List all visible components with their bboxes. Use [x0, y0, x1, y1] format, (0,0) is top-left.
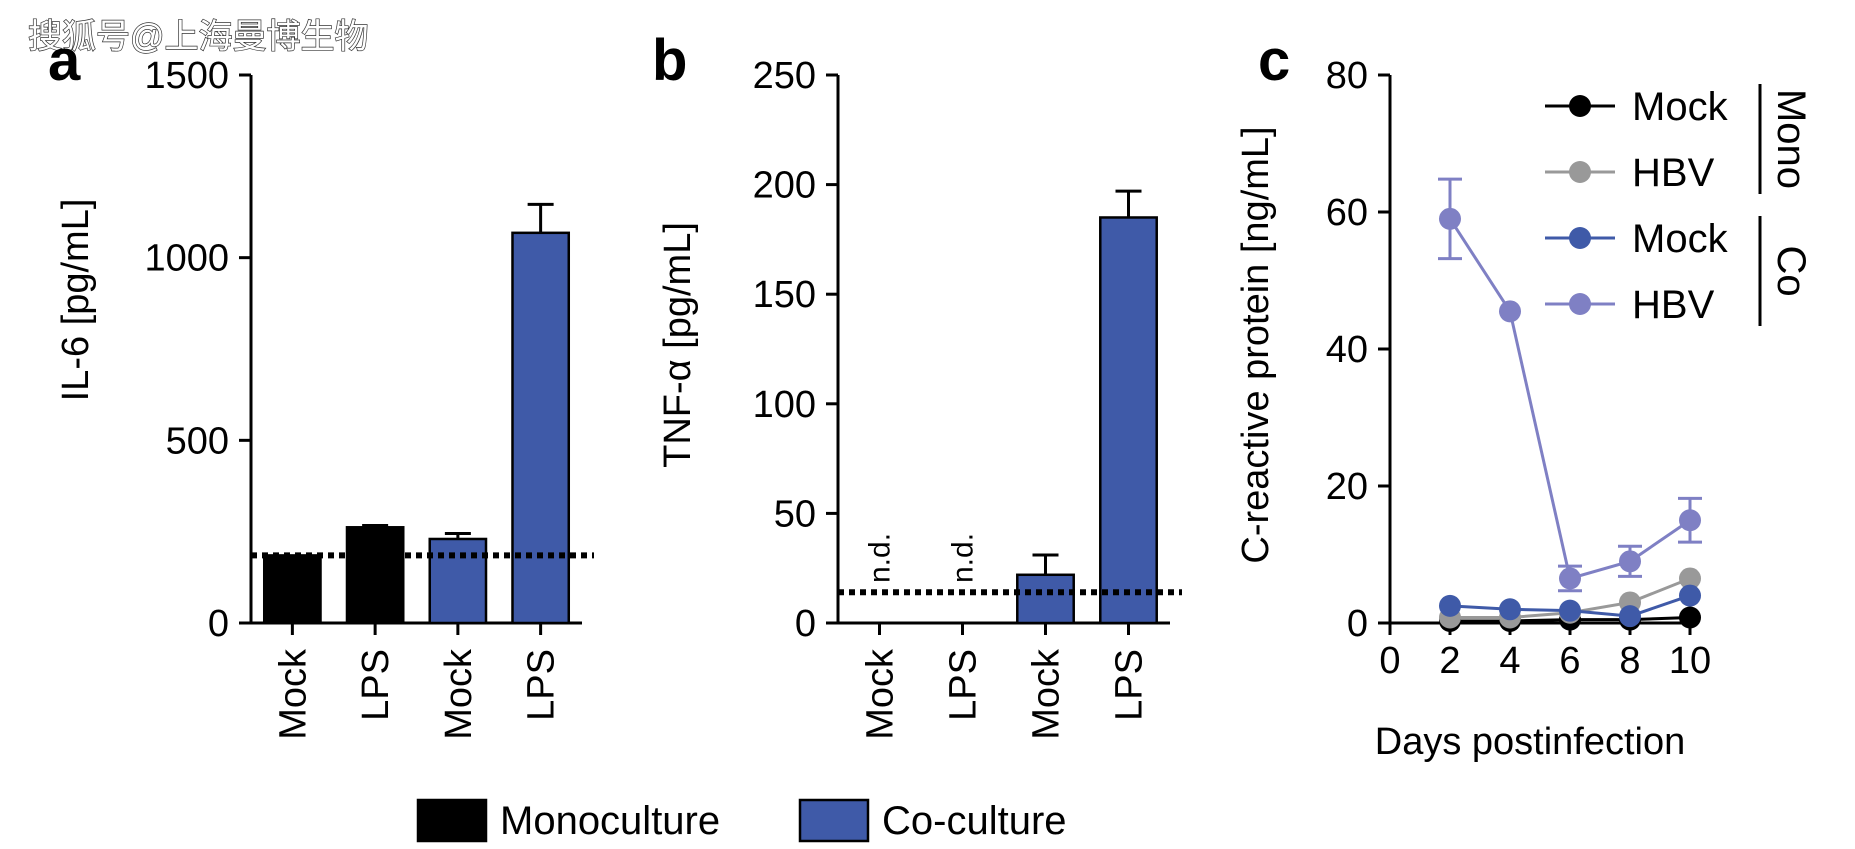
x-category-label: LPS — [521, 649, 563, 721]
bar-co-mock — [428, 537, 488, 625]
x-tick-label: 8 — [1619, 640, 1640, 682]
legend-item-co-hbv: HBV — [1545, 283, 1715, 327]
legend-marker — [1569, 95, 1591, 117]
y-tick-label: 20 — [1326, 466, 1368, 508]
legend-item-co-mock: Mock — [1545, 217, 1729, 261]
y-tick-label: 500 — [166, 420, 229, 462]
y-tick-label: 80 — [1326, 55, 1368, 97]
panel-c-legend: Mock HBV Mock HBV Mono Co — [1545, 84, 1813, 327]
data-point — [1679, 567, 1701, 590]
series-co-hbv — [1438, 177, 1702, 593]
legend-swatch — [416, 798, 488, 843]
panel-c-letter: c — [1258, 28, 1290, 93]
y-tick-label: 0 — [795, 603, 816, 645]
x-tick-label: 10 — [1669, 640, 1711, 682]
x-category-label: Mock — [1026, 648, 1068, 740]
legend-group-label: Mono — [1769, 89, 1813, 189]
data-point — [1559, 599, 1581, 622]
data-point — [1679, 509, 1701, 532]
panel-b-tnf-chart: b TNF-α [pg/mL] 0 50 100 150 200 250 Mock LPS Mo… — [652, 28, 1182, 740]
panel-a-bars — [251, 202, 594, 625]
y-tick-label: 50 — [774, 493, 816, 535]
watermark: 搜狐号@上海曼博生物 — [28, 18, 369, 56]
legend-label: HBV — [1632, 283, 1715, 327]
legend-item-mono-mock: Mock — [1545, 85, 1729, 129]
x-category-label: Mock — [272, 648, 314, 740]
bar-co-lps — [1099, 216, 1158, 625]
y-tick-label: 40 — [1326, 329, 1368, 371]
not-detected-label: n.d. — [947, 533, 980, 583]
y-tick-label: 1500 — [144, 55, 229, 97]
bar-co-lps — [511, 231, 571, 625]
legend-label: Mock — [1632, 217, 1729, 261]
x-tick-label: 0 — [1379, 640, 1400, 682]
x-tick-label: 4 — [1499, 640, 1520, 682]
y-tick-label: 150 — [753, 274, 816, 316]
x-tick-label: 2 — [1439, 640, 1460, 682]
legend-swatch — [798, 798, 870, 843]
x-category-label: LPS — [1109, 649, 1151, 721]
legend-group-label: Co — [1769, 245, 1813, 296]
x-category-label: Mock — [860, 648, 902, 740]
panel-a-y-axis-title: IL-6 [pg/mL] — [55, 199, 97, 402]
panel-c-lines — [1438, 177, 1702, 632]
data-point — [1439, 594, 1461, 617]
legend-marker — [1569, 293, 1591, 315]
y-tick-label: 1000 — [144, 238, 229, 280]
legend-item-monoculture: Monoculture — [416, 798, 720, 843]
panel-a-axes: 0 500 1000 1500 Mock LPS Mock LPS — [144, 55, 582, 740]
data-point — [1619, 605, 1641, 628]
data-point — [1679, 584, 1701, 607]
y-tick-label: 60 — [1326, 192, 1368, 234]
y-tick-label: 200 — [753, 165, 816, 207]
legend-marker — [1569, 227, 1591, 249]
data-point — [1499, 598, 1521, 621]
panel-a-il6-chart: a IL-6 [pg/mL] 0 500 1000 1500 Mock LPS Mock LP… — [48, 28, 594, 740]
not-detected-label: n.d. — [864, 533, 897, 583]
y-tick-label: 0 — [1347, 603, 1368, 645]
data-point — [1439, 207, 1461, 230]
x-category-label: Mock — [438, 648, 480, 740]
x-category-label: LPS — [943, 649, 985, 721]
panel-b-y-axis-title: TNF-α [pg/mL] — [657, 222, 699, 468]
legend-group-mono: Mono — [1758, 84, 1813, 194]
legend-label: Co-culture — [882, 799, 1067, 843]
data-point — [1619, 550, 1641, 573]
legend-marker — [1569, 161, 1591, 183]
panel-c-x-axis-title: Days postinfection — [1375, 721, 1686, 763]
panel-a-letter: a — [48, 28, 81, 93]
y-tick-label: 250 — [753, 55, 816, 97]
x-tick-label: 6 — [1559, 640, 1580, 682]
panel-c-crp-chart: c C-reactive protein [ng/mL] Days postin… — [1235, 28, 1813, 763]
y-tick-label: 0 — [208, 603, 229, 645]
legend-label: Mock — [1632, 85, 1729, 129]
x-category-label: LPS — [355, 649, 397, 721]
bar-mono-mock — [262, 554, 322, 625]
legend-label: HBV — [1632, 151, 1715, 195]
data-point — [1499, 300, 1521, 323]
series-line — [1448, 218, 1691, 581]
data-point — [1679, 606, 1701, 629]
legend-item-co-culture: Co-culture — [798, 798, 1067, 843]
bottom-legend: Monoculture Co-culture — [416, 798, 1067, 843]
bar-mono-lps — [345, 526, 405, 625]
panel-b-letter: b — [652, 28, 687, 93]
legend-label: Monoculture — [500, 799, 720, 843]
series-co-mock — [1439, 584, 1701, 628]
data-point — [1559, 567, 1581, 590]
legend-item-mono-hbv: HBV — [1545, 151, 1715, 195]
bar-co-mock — [1016, 573, 1075, 625]
legend-group-co: Co — [1758, 216, 1813, 326]
panel-b-bars: n.d. n.d. — [838, 189, 1182, 625]
panel-c-y-axis-title: C-reactive protein [ng/mL] — [1235, 126, 1277, 563]
y-tick-label: 100 — [753, 384, 816, 426]
